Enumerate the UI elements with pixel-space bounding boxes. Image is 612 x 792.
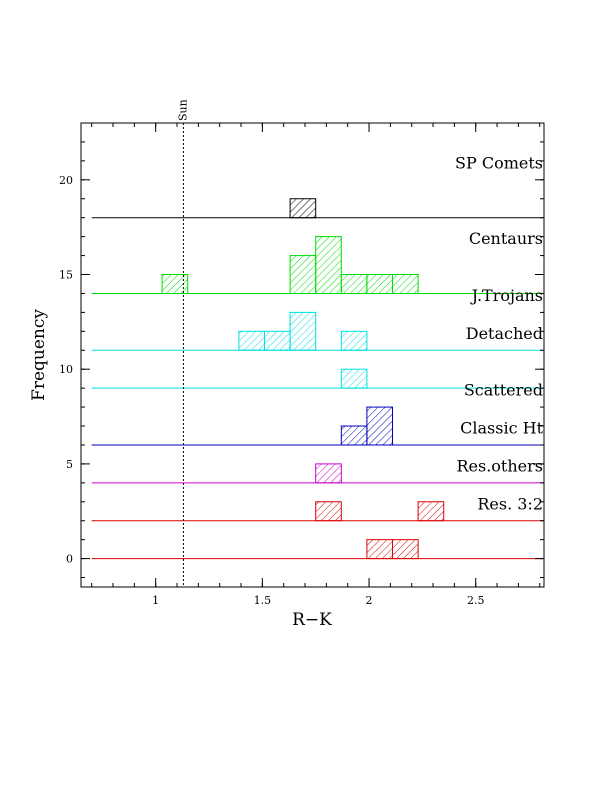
histogram-bar: [366, 274, 394, 294]
x-axis-label: R−K: [292, 610, 332, 630]
histogram-bar: [289, 198, 317, 219]
histogram-bar: [417, 501, 445, 522]
y-tick-label: 20: [59, 174, 73, 187]
series-label: SP Comets: [455, 153, 543, 172]
series-res-others: Res.others: [91, 456, 544, 522]
series-label: Res.others: [456, 456, 543, 475]
histogram-bar: [340, 368, 368, 389]
x-tick-label: 2: [366, 594, 373, 607]
series-detached: Detached: [91, 324, 544, 389]
series-label: Res. 3:2: [477, 494, 543, 513]
y-tick-label: 5: [66, 458, 73, 471]
histogram-bar: [263, 330, 291, 351]
series-label: Detached: [466, 324, 543, 343]
y-tick-label: 10: [59, 363, 73, 376]
series-label: Centaurs: [469, 229, 543, 248]
histogram-bar: [315, 236, 342, 294]
series-classic-ht: Classic Ht: [91, 419, 544, 484]
series-sp-comets: SP Comets: [91, 153, 544, 219]
series-layer: SP Comets Centaurs J.Trojans Detached Scatte…: [91, 153, 544, 560]
series-j-trojans: J.Trojans: [91, 286, 544, 351]
histogram-bar: [315, 501, 342, 522]
plot-frame: [80, 122, 545, 588]
histogram-bar: [289, 311, 317, 351]
series-centaurs: Centaurs: [91, 229, 544, 294]
x-tick-label: 1: [152, 594, 159, 607]
histogram-bar: [161, 274, 189, 294]
histogram-bar: [340, 330, 368, 351]
histogram-bar: [340, 425, 368, 446]
y-tick-label: 15: [59, 269, 73, 282]
y-tick-label: 0: [66, 553, 73, 566]
series-label: Classic Ht: [460, 419, 543, 438]
series-scattered: Scattered: [91, 381, 544, 446]
axis-ticks: 1 1.5 2 2.5 0 5 10 15 20: [59, 122, 544, 607]
series-res-3-2: Res. 3:2: [91, 494, 544, 560]
histogram-bar: [340, 274, 368, 294]
series-label: Scattered: [464, 381, 543, 400]
x-tick-label: 2.5: [467, 594, 485, 607]
histogram-bar: [315, 463, 342, 484]
sun-label: Sun: [176, 99, 189, 121]
histogram-bar: [392, 539, 419, 560]
histogram-bar: [392, 274, 419, 294]
histogram-bar: [289, 255, 317, 294]
y-axis-label: Frequency: [29, 309, 49, 401]
histogram-bar: [366, 539, 394, 560]
x-tick-label: 1.5: [254, 594, 272, 607]
histogram-bar: [238, 330, 265, 351]
histogram-bar: [366, 406, 394, 446]
series-label: J.Trojans: [470, 286, 543, 305]
